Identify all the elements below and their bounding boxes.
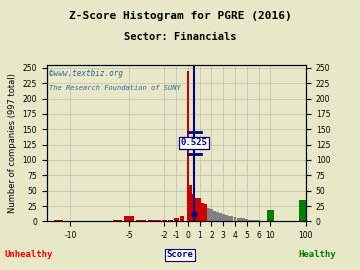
- Bar: [174, 218, 179, 221]
- Bar: [198, 198, 201, 221]
- Bar: [251, 220, 254, 221]
- Bar: [228, 216, 230, 221]
- Text: The Research Foundation of SUNY: The Research Foundation of SUNY: [49, 85, 181, 91]
- Bar: [216, 212, 219, 221]
- Bar: [246, 219, 248, 221]
- Bar: [225, 215, 228, 221]
- Bar: [195, 198, 198, 221]
- Bar: [54, 220, 63, 221]
- Bar: [237, 218, 239, 221]
- Bar: [204, 204, 207, 221]
- Bar: [189, 185, 192, 221]
- Text: ©www.textbiz.org: ©www.textbiz.org: [49, 69, 123, 79]
- Bar: [125, 217, 134, 221]
- Bar: [210, 209, 213, 221]
- Bar: [239, 218, 242, 221]
- Y-axis label: Number of companies (997 total): Number of companies (997 total): [8, 73, 17, 213]
- Bar: [213, 211, 216, 221]
- Bar: [148, 220, 157, 221]
- Bar: [156, 220, 161, 221]
- Bar: [219, 213, 222, 221]
- Text: Healthy: Healthy: [298, 250, 336, 259]
- Bar: [207, 208, 210, 221]
- Bar: [257, 220, 260, 221]
- Bar: [248, 220, 251, 221]
- Text: Sector: Financials: Sector: Financials: [124, 32, 236, 42]
- Bar: [231, 217, 234, 221]
- Bar: [193, 194, 195, 221]
- Bar: [298, 200, 313, 221]
- Text: Z-Score Histogram for PGRE (2016): Z-Score Histogram for PGRE (2016): [69, 11, 291, 21]
- Bar: [136, 220, 145, 221]
- Text: 0.525: 0.525: [181, 138, 208, 147]
- Bar: [254, 220, 257, 221]
- Bar: [168, 220, 173, 221]
- Text: Unhealthy: Unhealthy: [5, 250, 53, 259]
- Bar: [201, 203, 204, 221]
- Bar: [186, 71, 189, 221]
- Bar: [180, 217, 184, 221]
- Bar: [242, 218, 245, 221]
- Bar: [113, 220, 122, 221]
- Text: Score: Score: [167, 250, 193, 259]
- Bar: [234, 217, 237, 221]
- Bar: [222, 214, 225, 221]
- Bar: [162, 220, 167, 221]
- Bar: [267, 210, 274, 221]
